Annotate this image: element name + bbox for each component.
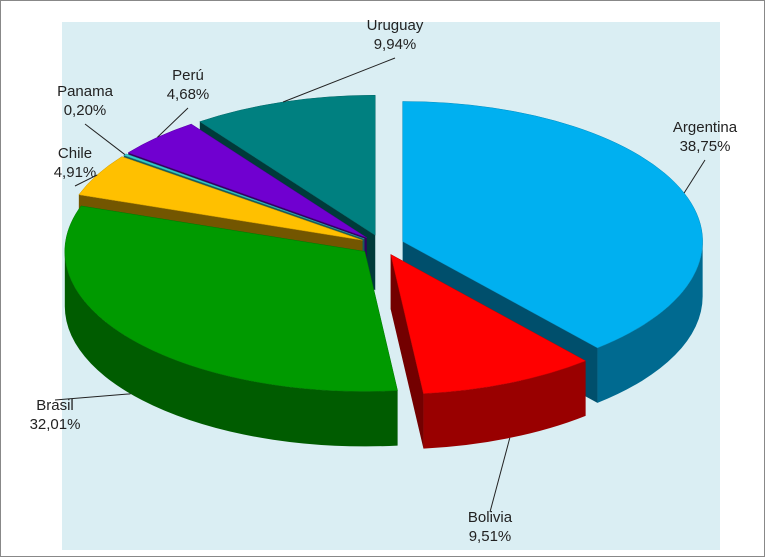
slice-side <box>597 241 703 403</box>
slice-label-value: 0,20% <box>64 102 107 119</box>
slice-label: Bolivia 9,51% <box>468 509 513 545</box>
slice-side <box>64 251 398 447</box>
leader-line <box>683 159 706 194</box>
leader-line <box>157 107 189 138</box>
slice-label-value: 9,94% <box>374 36 417 53</box>
slice-label: Perú 4,68% <box>167 67 210 103</box>
slice <box>78 156 363 241</box>
slice-label-name: Bolivia <box>468 509 513 526</box>
slice <box>390 253 587 394</box>
slice-label-name: Brasil <box>36 397 74 414</box>
slice-label-name: Argentina <box>673 119 738 136</box>
slice-label-name: Panama <box>57 83 114 100</box>
slice <box>64 205 398 392</box>
slice <box>123 153 365 240</box>
slice-label-value: 38,75% <box>680 138 731 155</box>
slice-label: Chile 4,91% <box>54 145 97 181</box>
slice-label-name: Perú <box>172 67 204 84</box>
slice-edge <box>390 254 424 449</box>
leader-line <box>54 393 131 401</box>
slice <box>402 101 703 349</box>
leader-line <box>489 437 511 513</box>
slice-label-name: Chile <box>58 145 92 162</box>
leader-line <box>74 174 98 187</box>
slice-side <box>423 360 586 449</box>
leader-line <box>282 57 396 103</box>
slice-label-name: Uruguay <box>367 17 424 34</box>
leader-line <box>84 123 126 155</box>
slice-label: Argentina 38,75% <box>673 119 738 155</box>
slice-label-value: 32,01% <box>30 416 81 433</box>
slice-label: Brasil 32,01% <box>30 397 81 433</box>
slice-label: Panama 0,20% <box>57 83 114 119</box>
slice-label-value: 4,68% <box>167 86 210 103</box>
slice-label-value: 9,51% <box>469 528 512 545</box>
slice-label: Uruguay 9,94% <box>367 17 424 53</box>
slice-label-value: 4,91% <box>54 164 97 181</box>
